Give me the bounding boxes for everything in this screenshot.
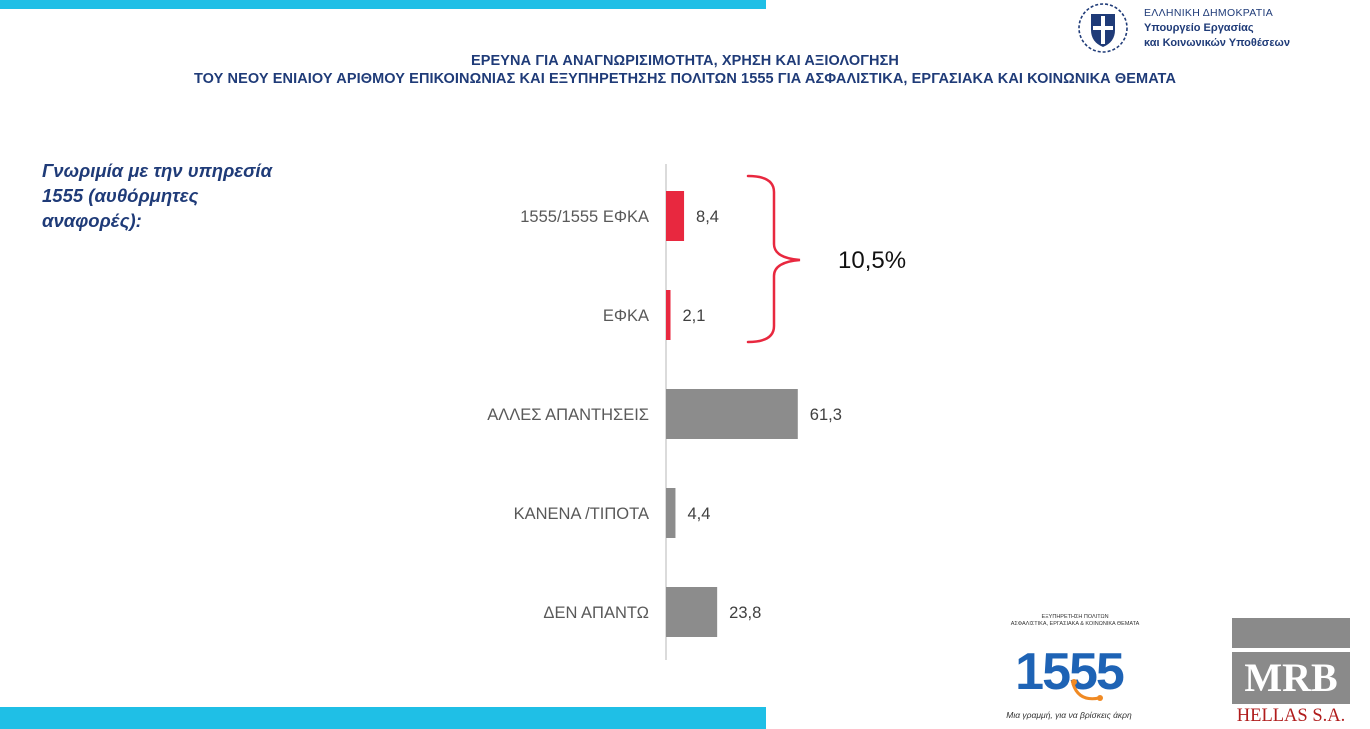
data-label: 2,1 — [683, 307, 706, 325]
logo-small-text-1: ΕΞΥΠΗΡΕΤΗΣΗ ΠΟΛΙΤΩΝ — [1041, 614, 1109, 620]
top-accent-bar — [0, 0, 766, 9]
subtitle-line-3: αναφορές): — [42, 210, 142, 231]
title-line-2: ΤΟΥ ΝΕΟΥ ΕΝΙΑΙΟΥ ΑΡΙΘΜΟΥ ΕΠΙΚΟΙΝΩΝΙΑΣ ΚΑ… — [193, 71, 1177, 87]
phone-handset-icon — [1071, 679, 1103, 701]
title-line-1: ΕΡΕΥΝΑ ΓΙΑ ΑΝΑΓΝΩΡΙΣΙΜΟΤΗΤΑ, ΧΡΗΣΗ ΚΑΙ Α… — [470, 53, 900, 69]
logo-1555: ΕΞΥΠΗΡΕΤΗΣΗ ΠΟΛΙΤΩΝ ΑΣΦΑΛΙΣΤΙΚΑ, ΕΡΓΑΣΙΑ… — [995, 614, 1155, 724]
subtitle-line-1: Γνωριμία με την υπηρεσία — [42, 160, 273, 181]
logo-number: 1555 — [1015, 643, 1125, 701]
bar — [666, 587, 718, 637]
hellenic-emblem-icon — [1078, 3, 1128, 53]
category-label: ΔΕΝ ΑΠΑΝΤΩ — [543, 604, 649, 622]
mrb-name: MRB — [1244, 655, 1338, 700]
chart-subtitle: Γνωριμία με την υπηρεσία 1555 (αυθόρμητε… — [42, 158, 312, 233]
group-bracket — [746, 174, 801, 344]
bar — [666, 191, 685, 241]
subtitle-line-2: 1555 (αυθόρμητες — [42, 185, 199, 206]
ministry-line-1: ΕΛΛΗΝΙΚΗ ΔΗΜΟΚΡΑΤΙΑ — [1144, 7, 1274, 19]
logo-tagline: Μια γραμμή, για να βρίσκεις άκρη — [1006, 710, 1132, 720]
category-label: ΑΛΛΕΣ ΑΠΑΝΤΗΣΕΙΣ — [487, 406, 649, 424]
data-label: 61,3 — [810, 406, 842, 424]
mrb-logo: MRB HELLAS S.A. — [1232, 618, 1350, 726]
mrb-subtext: HELLAS S.A. — [1236, 706, 1346, 726]
data-label: 8,4 — [696, 208, 719, 226]
group-total-annotation: 10,5% — [838, 247, 906, 274]
bar — [666, 488, 676, 538]
logo-small-text-2: ΑΣΦΑΛΙΣΤΙΚΑ, ΕΡΓΑΣΙΑΚΑ & ΚΟΙΝΩΝΙΚΑ ΘΕΜΑΤ… — [1010, 621, 1140, 627]
bar — [666, 389, 798, 439]
bottom-accent-bar — [0, 707, 766, 729]
ministry-line-3: και Κοινωνικών Υποθέσεων — [1144, 37, 1290, 49]
category-label: ΕΦΚΑ — [603, 307, 649, 325]
ministry-logo: ΕΛΛΗΝΙΚΗ ΔΗΜΟΚΡΑΤΙΑ Υπουργείο Εργασίας κ… — [1076, 2, 1356, 54]
category-label: ΚΑΝΕΝΑ /ΤΙΠΟΤΑ — [514, 505, 649, 523]
bar — [666, 290, 671, 340]
data-label: 4,4 — [687, 505, 710, 523]
category-label: 1555/1555 ΕΦΚΑ — [520, 208, 649, 226]
ministry-line-2: Υπουργείο Εργασίας — [1144, 22, 1254, 34]
data-label: 23,8 — [729, 604, 761, 622]
page-title: ΕΡΕΥΝΑ ΓΙΑ ΑΝΑΓΝΩΡΙΣΙΜΟΤΗΤΑ, ΧΡΗΣΗ ΚΑΙ Α… — [0, 52, 1370, 88]
